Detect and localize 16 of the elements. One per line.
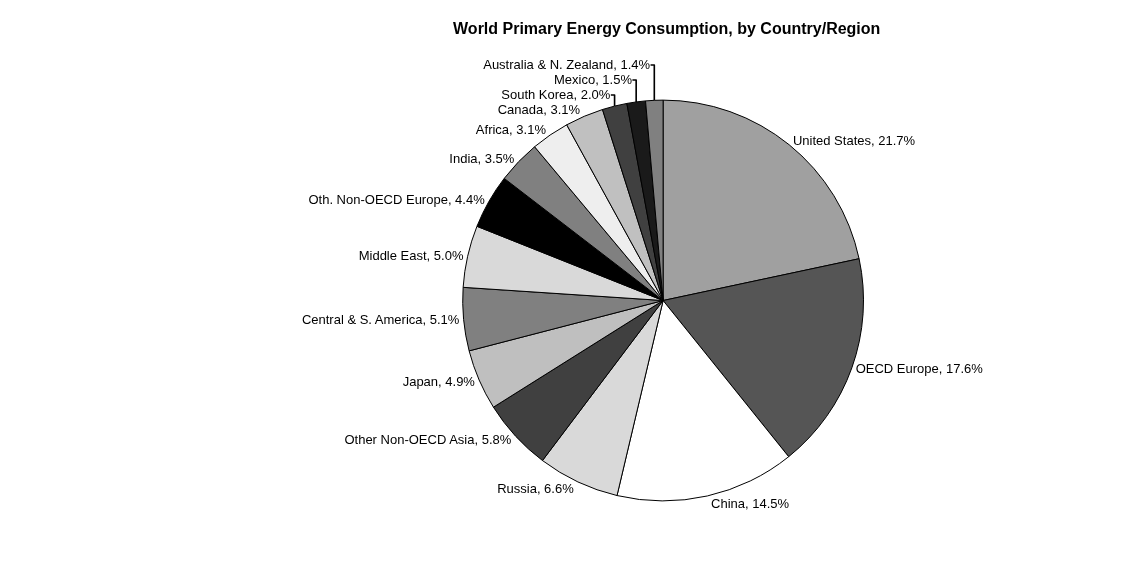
- slice-label: Australia & N. Zealand, 1.4%: [483, 57, 651, 73]
- slice-label: Japan, 4.9%: [402, 373, 476, 389]
- chart-title: World Primary Energy Consumption, by Country/Region: [453, 19, 881, 37]
- slice-label: Central & S. America, 5.1%: [301, 311, 460, 327]
- slice-label: Canada, 3.1%: [497, 102, 581, 118]
- slice-label: OECD Europe, 17.6%: [855, 361, 984, 377]
- slice-label: Mexico, 1.5%: [553, 72, 633, 88]
- slice-label: Russia, 6.6%: [497, 480, 575, 496]
- slice-label: China, 14.5%: [711, 495, 790, 511]
- slice-label: United States, 21.7%: [792, 132, 916, 148]
- slice-label: Middle East, 5.0%: [358, 248, 464, 264]
- slice-label: Oth. Non-OECD Europe, 4.4%: [308, 192, 486, 208]
- slice-label: South Korea, 2.0%: [501, 87, 611, 103]
- slice-label: Africa, 3.1%: [475, 122, 547, 138]
- slice-label: Other Non-OECD Asia, 5.8%: [344, 432, 512, 448]
- slice-label: India, 3.5%: [449, 150, 515, 166]
